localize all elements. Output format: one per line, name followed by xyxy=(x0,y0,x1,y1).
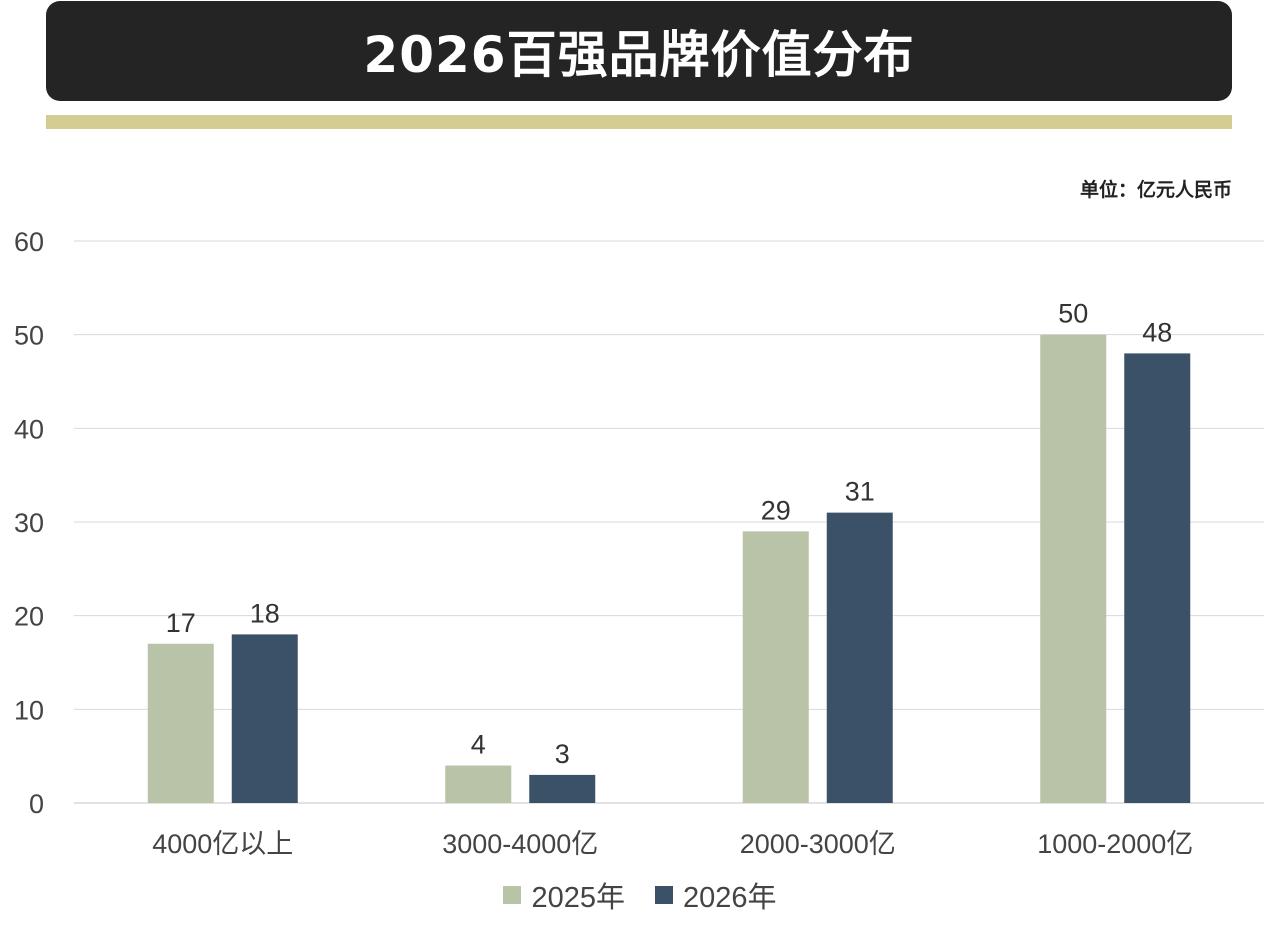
accent-divider xyxy=(46,115,1232,129)
y-tick-label: 10 xyxy=(14,695,44,725)
bar-2025 xyxy=(742,531,809,803)
bar-2026 xyxy=(231,634,298,803)
data-label: 50 xyxy=(1058,299,1088,329)
y-tick-label: 0 xyxy=(29,789,44,819)
data-label: 31 xyxy=(845,477,875,507)
legend-swatch-2026 xyxy=(655,886,673,904)
data-label: 18 xyxy=(250,598,280,628)
bar-2026 xyxy=(529,774,596,803)
chart-title: 2026百强品牌价值分布 xyxy=(363,26,915,84)
legend-label-2025: 2025年 xyxy=(531,882,625,914)
title-banner: 2026百强品牌价值分布 xyxy=(46,1,1232,101)
x-tick-label: 4000亿以上 xyxy=(152,829,293,859)
bar-2025 xyxy=(445,765,512,803)
y-tick-label: 20 xyxy=(14,602,44,632)
data-label: 29 xyxy=(761,495,791,525)
data-label: 4 xyxy=(471,730,486,760)
x-tick-label: 1000-2000亿 xyxy=(1037,829,1193,859)
data-label: 17 xyxy=(166,608,196,638)
legend: 2025年 2026年 xyxy=(0,874,1280,916)
y-tick-label: 40 xyxy=(14,414,44,444)
bar-2025 xyxy=(1040,334,1107,803)
legend-swatch-2025 xyxy=(503,886,522,904)
unit-label: 单位：亿元人民币 xyxy=(1079,179,1232,201)
y-tick-label: 50 xyxy=(14,321,44,351)
x-tick-label: 3000-4000亿 xyxy=(442,829,598,859)
x-tick-label: 2000-3000亿 xyxy=(740,829,896,859)
y-tick-label: 60 xyxy=(14,227,44,257)
bar-2025 xyxy=(147,643,214,803)
bar-2026 xyxy=(1124,353,1191,803)
y-tick-label: 30 xyxy=(14,508,44,538)
legend-item-2025: 2025年 xyxy=(503,874,625,916)
legend-item-2026: 2026年 xyxy=(655,874,777,916)
data-label: 3 xyxy=(555,739,570,769)
legend-label-2026: 2026年 xyxy=(683,882,777,914)
data-label: 48 xyxy=(1142,317,1172,347)
bar-2026 xyxy=(826,512,893,803)
